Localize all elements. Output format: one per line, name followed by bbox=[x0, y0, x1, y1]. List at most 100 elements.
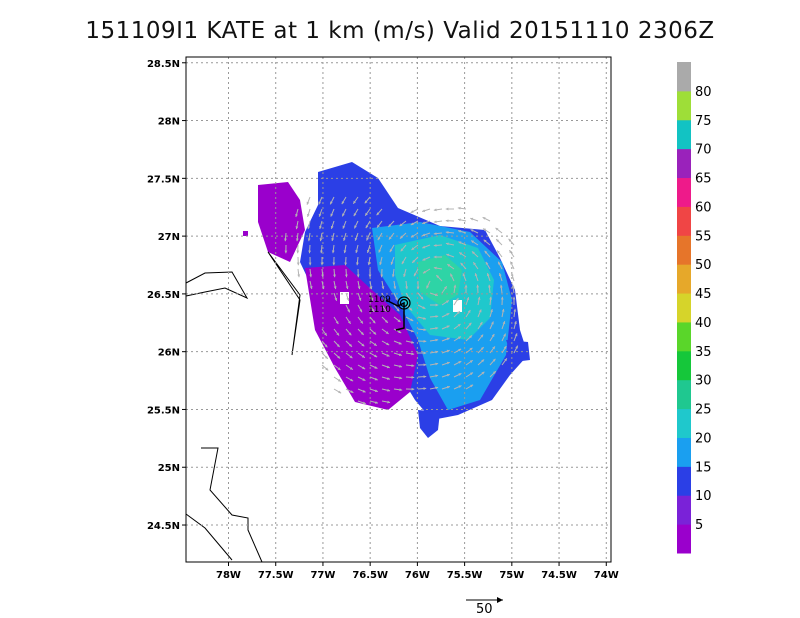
wind-vector-head bbox=[435, 350, 439, 354]
wind-vector-head bbox=[400, 248, 404, 252]
wind-vector-head bbox=[470, 229, 474, 232]
wind-vector-head bbox=[330, 201, 333, 205]
wind-vector-head bbox=[423, 316, 427, 320]
lon-label: 76.5W bbox=[352, 570, 388, 581]
lon-label: 77.5W bbox=[258, 570, 294, 581]
wind-vector-head bbox=[455, 298, 459, 302]
storm-label-1109: 1109 bbox=[368, 295, 391, 305]
wind-vector-head bbox=[480, 347, 484, 350]
wind-vector-head bbox=[344, 262, 348, 266]
wind-vector-head bbox=[297, 274, 301, 278]
wind-vector-head bbox=[374, 354, 378, 358]
wind-vector-head bbox=[319, 226, 322, 229]
wind-vector-head bbox=[360, 320, 363, 324]
wind-vector-head bbox=[410, 222, 414, 225]
colorbar-swatch bbox=[677, 321, 691, 352]
wind-vector-head bbox=[385, 331, 389, 334]
wind-vector-head bbox=[423, 351, 427, 355]
wind-vector-head bbox=[423, 363, 427, 367]
wind-vector-head bbox=[433, 243, 437, 247]
wind-vector-head bbox=[341, 201, 345, 205]
wind-vector-head bbox=[318, 213, 322, 217]
lon-label: 75W bbox=[499, 570, 524, 581]
colorbar-label: 75 bbox=[695, 114, 712, 129]
wind-vector-head bbox=[390, 261, 394, 265]
wind-vector-head bbox=[433, 266, 437, 270]
map-title: 151109I1 KATE at 1 km (m/s) Valid 201511… bbox=[85, 18, 715, 44]
wind-vector-head bbox=[320, 262, 324, 266]
wind-vector-head bbox=[446, 325, 450, 329]
wind-vector-head bbox=[376, 212, 380, 216]
wind-vector-head bbox=[446, 361, 450, 365]
wind-vector-head bbox=[471, 251, 475, 255]
wind-vector-head bbox=[338, 390, 342, 394]
colorbar-swatch bbox=[677, 293, 691, 323]
wind-vector-head bbox=[434, 293, 438, 297]
wind-vector-head bbox=[388, 224, 392, 227]
wind-vector-head bbox=[369, 286, 373, 290]
wind-vector-head bbox=[345, 286, 349, 290]
wind-vector-head bbox=[513, 308, 517, 312]
wind-vector-head bbox=[435, 326, 439, 330]
wind-vector-head bbox=[353, 213, 357, 217]
wind-vector-head bbox=[362, 366, 366, 370]
wind-vector-head bbox=[350, 378, 354, 382]
wind-vector-head bbox=[477, 296, 481, 300]
colorbar-label: 5 bbox=[695, 518, 703, 533]
wind-vector-head bbox=[468, 322, 472, 326]
wind-vector-head bbox=[479, 321, 483, 325]
wind-vector-head bbox=[361, 354, 365, 358]
coastline bbox=[185, 271, 249, 300]
wind-vector-head bbox=[308, 262, 312, 266]
wind-vector-head bbox=[492, 371, 496, 375]
wind-vector-head bbox=[500, 296, 504, 300]
lon-label: 77W bbox=[310, 570, 335, 581]
wind-vector-head bbox=[435, 315, 439, 318]
wind-vector-head bbox=[469, 360, 473, 363]
wind-vector-head bbox=[366, 237, 369, 241]
wind-vector-head bbox=[458, 241, 462, 245]
colorbar-label: 70 bbox=[695, 143, 712, 158]
lat-lon-grid bbox=[186, 57, 611, 562]
wind-vector-head bbox=[462, 273, 466, 277]
lon-label: 76W bbox=[405, 570, 430, 581]
wind-vector-head bbox=[346, 297, 350, 301]
wind-vector-head bbox=[361, 343, 365, 347]
wind-vector-head bbox=[446, 253, 450, 257]
wind-vector-head bbox=[387, 388, 391, 392]
wind-vector-head bbox=[318, 201, 322, 205]
coastlines bbox=[185, 251, 301, 563]
wind-vector-head bbox=[485, 261, 489, 265]
wind-vector-head bbox=[295, 226, 299, 230]
wind-vector-head bbox=[405, 286, 409, 290]
wind-vector-head bbox=[384, 308, 387, 312]
wind-vector-head bbox=[483, 228, 487, 232]
wind-vector-head bbox=[473, 262, 477, 266]
colorbar-label: 35 bbox=[695, 345, 712, 360]
wind-vector-head bbox=[423, 387, 427, 390]
wind-vector-head bbox=[384, 319, 388, 323]
wind-vector-head bbox=[295, 238, 299, 242]
wind-vector-head bbox=[508, 238, 512, 242]
wind-vector-head bbox=[307, 238, 311, 242]
wind-vector-head bbox=[362, 389, 366, 393]
wind-vector-head bbox=[514, 333, 518, 337]
wind-vector-head bbox=[399, 223, 403, 227]
wind-vector-head bbox=[446, 385, 450, 389]
wind-vectors bbox=[284, 196, 519, 405]
wind-vector-head bbox=[480, 334, 484, 338]
wind-vector-head bbox=[309, 286, 313, 290]
wind-vector-head bbox=[396, 308, 400, 312]
wind-vector-head bbox=[362, 378, 366, 381]
lon-label: 74.5W bbox=[541, 570, 577, 581]
wind-vector-head bbox=[484, 250, 488, 254]
wind-vector-head bbox=[458, 373, 462, 376]
wind-vector-head bbox=[398, 341, 402, 345]
colorbar-swatch bbox=[677, 148, 691, 179]
wind-vector-head bbox=[511, 284, 515, 288]
wind-vector-head bbox=[446, 373, 450, 377]
wind-vector-head bbox=[433, 232, 437, 236]
wind-vector-head bbox=[386, 365, 390, 369]
wind-vector-head bbox=[467, 309, 471, 313]
